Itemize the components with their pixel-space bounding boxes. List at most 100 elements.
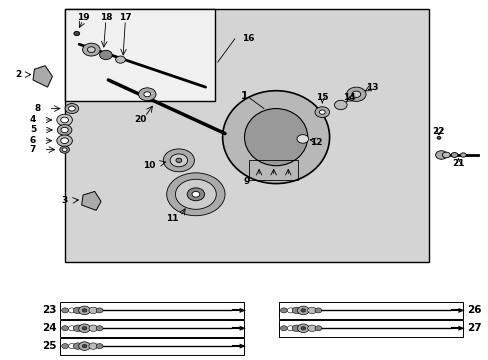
Bar xyxy=(60,338,244,355)
Text: 11: 11 xyxy=(166,214,179,223)
Circle shape xyxy=(116,56,125,63)
Polygon shape xyxy=(458,308,464,313)
Circle shape xyxy=(170,154,187,167)
Bar xyxy=(64,9,428,262)
Circle shape xyxy=(89,325,98,332)
Circle shape xyxy=(61,138,68,144)
Circle shape xyxy=(287,326,293,331)
Circle shape xyxy=(143,92,150,97)
Text: 6: 6 xyxy=(30,136,36,145)
Circle shape xyxy=(73,343,82,349)
Text: 25: 25 xyxy=(41,341,56,351)
Ellipse shape xyxy=(244,109,307,166)
Circle shape xyxy=(442,152,449,158)
Text: 8: 8 xyxy=(35,104,41,113)
Text: 22: 22 xyxy=(432,127,445,136)
Circle shape xyxy=(297,324,308,333)
Polygon shape xyxy=(239,343,245,348)
Text: 7: 7 xyxy=(30,145,36,154)
Circle shape xyxy=(82,327,87,330)
Circle shape xyxy=(436,136,440,139)
Text: 10: 10 xyxy=(143,161,156,170)
Circle shape xyxy=(100,50,112,60)
Text: 16: 16 xyxy=(242,35,254,44)
Circle shape xyxy=(89,343,98,349)
Circle shape xyxy=(60,146,69,153)
Circle shape xyxy=(291,325,300,332)
Circle shape xyxy=(280,308,287,313)
Text: 18: 18 xyxy=(100,13,112,22)
Circle shape xyxy=(297,306,308,315)
Circle shape xyxy=(334,100,346,110)
Circle shape xyxy=(74,31,80,36)
Circle shape xyxy=(57,125,72,135)
Bar xyxy=(249,160,297,180)
Circle shape xyxy=(61,127,68,133)
Text: 12: 12 xyxy=(309,138,322,147)
Text: 15: 15 xyxy=(315,93,328,102)
Text: 4: 4 xyxy=(30,116,36,125)
Circle shape xyxy=(307,307,316,314)
Polygon shape xyxy=(458,326,464,331)
Circle shape xyxy=(300,327,305,330)
Circle shape xyxy=(61,308,68,313)
Text: 14: 14 xyxy=(342,93,355,102)
Circle shape xyxy=(314,107,329,117)
Circle shape xyxy=(61,343,68,348)
Circle shape xyxy=(346,87,366,102)
Circle shape xyxy=(73,325,82,332)
Circle shape xyxy=(163,149,194,172)
Text: 5: 5 xyxy=(30,126,36,135)
Circle shape xyxy=(96,326,103,331)
Circle shape xyxy=(291,307,300,314)
Text: 27: 27 xyxy=(466,323,480,333)
Circle shape xyxy=(166,173,224,216)
Circle shape xyxy=(96,308,103,313)
Circle shape xyxy=(61,326,68,331)
Circle shape xyxy=(68,326,75,331)
Circle shape xyxy=(68,106,75,111)
Bar xyxy=(64,9,215,102)
Bar xyxy=(60,302,244,319)
Bar xyxy=(278,320,462,337)
Circle shape xyxy=(61,117,68,123)
Circle shape xyxy=(138,88,156,101)
Circle shape xyxy=(300,309,305,312)
Text: 9: 9 xyxy=(243,177,249,186)
Circle shape xyxy=(57,114,72,126)
Polygon shape xyxy=(239,308,245,313)
Text: 19: 19 xyxy=(77,13,89,22)
Text: 17: 17 xyxy=(119,13,131,22)
Polygon shape xyxy=(81,192,101,210)
Circle shape xyxy=(459,153,465,157)
Circle shape xyxy=(96,343,103,348)
Circle shape xyxy=(68,343,75,348)
Polygon shape xyxy=(33,66,52,87)
Circle shape xyxy=(450,153,457,157)
Circle shape xyxy=(176,158,182,162)
Circle shape xyxy=(87,47,95,53)
Circle shape xyxy=(187,188,204,201)
Circle shape xyxy=(175,179,216,209)
Bar xyxy=(278,302,462,319)
Circle shape xyxy=(192,192,200,197)
Circle shape xyxy=(79,306,90,315)
Text: 13: 13 xyxy=(365,83,377,92)
Circle shape xyxy=(82,344,87,348)
Circle shape xyxy=(57,135,72,147)
Circle shape xyxy=(435,151,447,159)
Circle shape xyxy=(314,326,321,331)
Circle shape xyxy=(314,308,321,313)
Text: 24: 24 xyxy=(41,323,56,333)
Circle shape xyxy=(287,308,293,313)
Circle shape xyxy=(89,307,98,314)
Text: 2: 2 xyxy=(15,70,21,79)
Circle shape xyxy=(351,91,360,98)
Circle shape xyxy=(79,342,90,350)
Circle shape xyxy=(307,325,316,332)
Circle shape xyxy=(73,307,82,314)
Circle shape xyxy=(79,324,90,333)
Circle shape xyxy=(296,135,308,143)
Circle shape xyxy=(68,308,75,313)
Circle shape xyxy=(319,110,325,114)
